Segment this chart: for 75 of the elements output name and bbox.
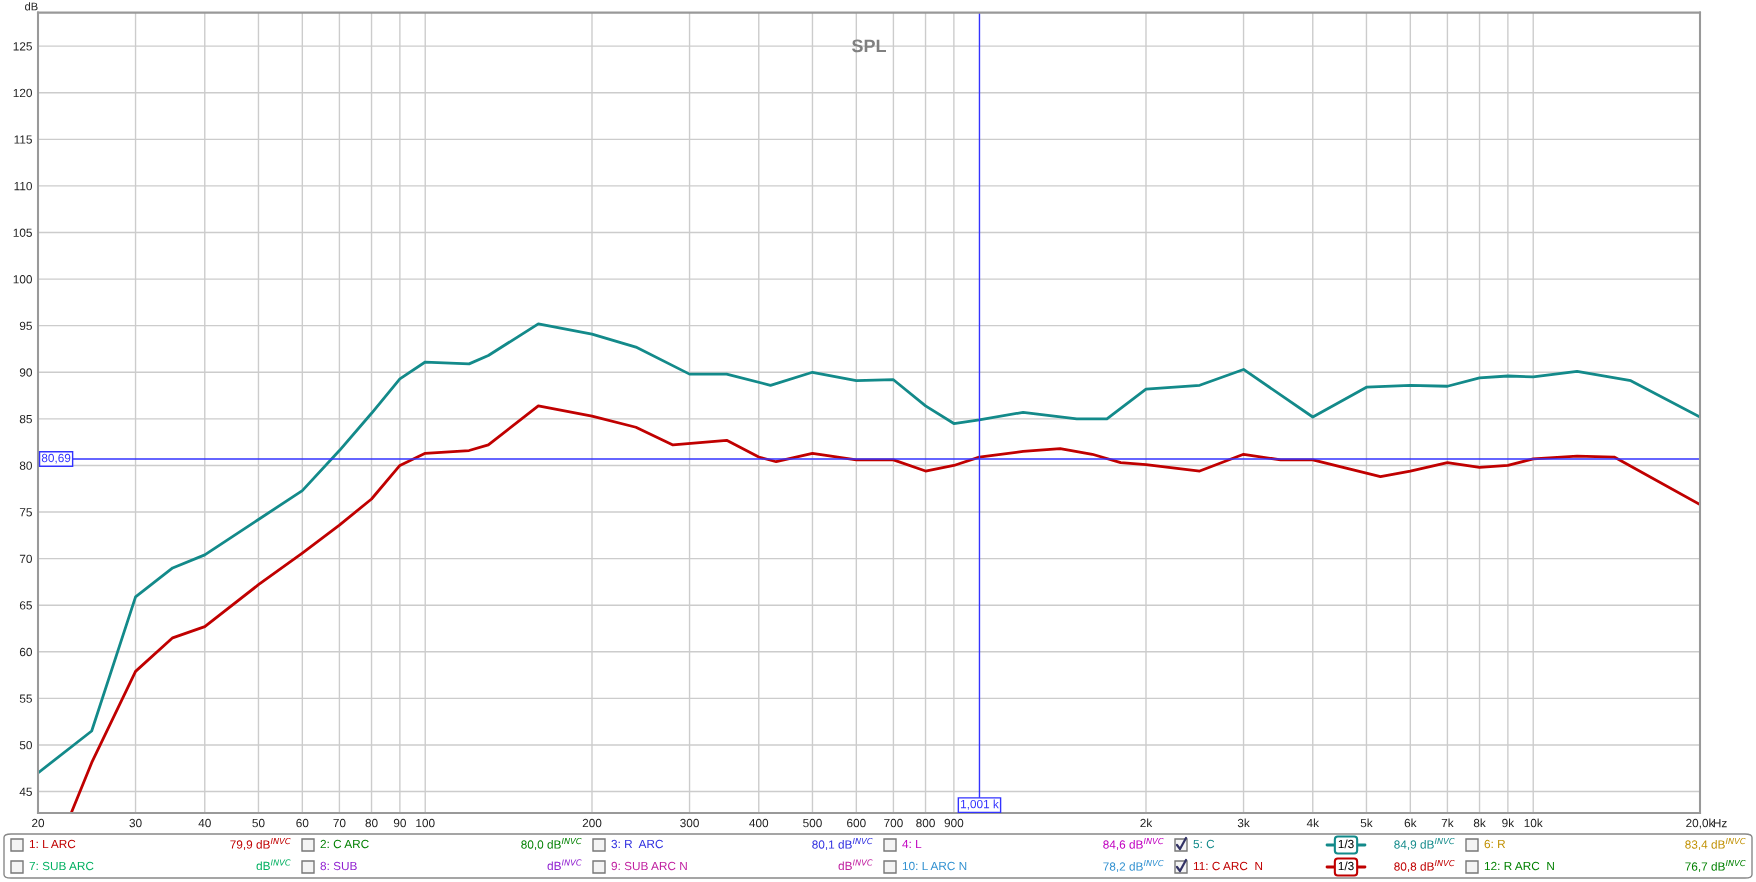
x-tick-label: 40 (198, 818, 211, 828)
text: 5: C (1193, 839, 1215, 849)
x-tick-label: 400 (749, 818, 769, 828)
x-tick-label: 50 (252, 818, 265, 828)
ref-line-label: 80,69 (41, 453, 71, 464)
text: 8: SUB (320, 861, 357, 871)
text: 78,2 dB$^{INVC}$ (1103, 859, 1164, 873)
y-tick-label: 75 (19, 508, 32, 517)
text: 6: R (1484, 839, 1506, 849)
text: 1/3 (1338, 839, 1354, 849)
y-tick-label: 115 (14, 135, 32, 144)
text: 84,9 dB$^{INVC}$ (1394, 837, 1455, 851)
y-tick-label: 60 (19, 647, 32, 657)
x-tick-label: 8k (1473, 818, 1486, 828)
x-tick-label: 20,0k (1686, 818, 1715, 829)
text: SPL (851, 39, 886, 53)
x-tick-label: 2k (1140, 818, 1153, 828)
y-tick-label: 65 (19, 601, 32, 610)
x-tick-label: 900 (944, 818, 964, 828)
x-tick-label: 100 (416, 818, 435, 828)
text: 1/3 (1338, 861, 1354, 871)
x-tick-label: 7k (1441, 818, 1454, 828)
x-tick-label: 70 (333, 818, 346, 828)
text: 80,8 dB$^{INVC}$ (1394, 859, 1455, 873)
x-tick-label: 500 (803, 818, 822, 828)
text: 84,6 dB$^{INVC}$ (1103, 837, 1164, 851)
y-tick-label: 125 (13, 42, 32, 51)
y-tick-label: 100 (13, 275, 32, 284)
y-tick-label: 120 (13, 88, 32, 98)
text: 9: SUB ARC N (611, 861, 687, 871)
x-tick-label: 5k (1360, 818, 1373, 828)
y-tick-label: 50 (19, 741, 32, 750)
y-tick-label: 70 (19, 554, 32, 564)
text: dB$^{INVC}$ (256, 859, 291, 871)
y-axis-title: dB (25, 2, 38, 11)
x-tick-label: 20 (32, 818, 45, 828)
text: 2: C ARC (320, 839, 369, 849)
y-tick-label: 80 (19, 461, 32, 470)
text: 12: R ARC N (1484, 861, 1554, 871)
text: dB$^{INVC}$ (547, 859, 582, 871)
x-tick-label: 80 (365, 818, 378, 828)
text: 11: C ARC N (1193, 861, 1263, 871)
y-tick-label: 110 (14, 181, 32, 191)
y-tick-label: 95 (19, 321, 32, 331)
x-tick-label: 4k (1306, 818, 1320, 828)
x-tick-label: 600 (847, 818, 866, 828)
text: 10: L ARC N (902, 861, 967, 871)
text: 4: L (902, 839, 922, 849)
x-tick-label: 200 (582, 818, 602, 828)
x-tick-label: 30 (129, 818, 142, 828)
x-tick-label: 90 (393, 818, 406, 828)
text: 7: SUB ARC (29, 861, 94, 871)
x-tick-label: 700 (884, 818, 903, 828)
text: 83,4 dB$^{INVC}$ (1685, 837, 1746, 851)
x-tick-label: 9k (1502, 818, 1515, 828)
text: 1: L ARC (29, 839, 76, 849)
x-tick-label: 3k (1237, 818, 1250, 828)
y-tick-label: 105 (13, 228, 32, 237)
x-tick-label: 6k (1404, 818, 1417, 828)
y-tick-label: 90 (19, 368, 32, 377)
text: 3: R ARC (611, 839, 664, 849)
text: 79,9 dB$^{INVC}$ (230, 837, 291, 851)
y-tick-label: 45 (19, 787, 32, 796)
x-tick-label: 60 (296, 818, 309, 828)
ref-line-label: 1,001 k (961, 799, 999, 810)
y-tick-label: 85 (19, 414, 32, 424)
x-tick-label: 10k (1524, 818, 1543, 828)
x-tick-label: 800 (916, 818, 935, 828)
text: dB$^{INVC}$ (838, 859, 873, 871)
y-tick-label: 55 (19, 694, 32, 703)
text: 80,0 dB$^{INVC}$ (521, 837, 582, 851)
x-axis-title: Hz (1713, 819, 1727, 828)
text: 76,7 dB$^{INVC}$ (1685, 859, 1746, 873)
text: 80,1 dB$^{INVC}$ (812, 837, 873, 851)
x-tick-label: 300 (680, 818, 699, 828)
